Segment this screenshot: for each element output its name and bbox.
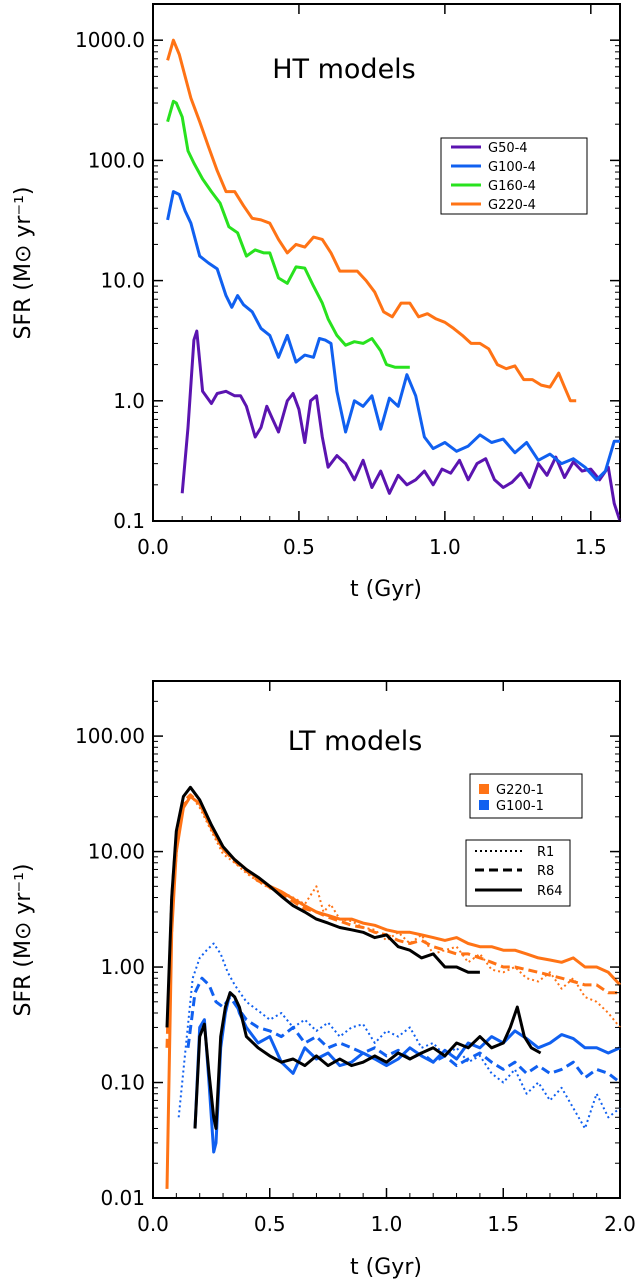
- top-series-line-g160-4: [166, 99, 410, 369]
- top-title: HT models: [272, 54, 416, 85]
- top-ytick-label: 1000.0: [75, 28, 145, 52]
- bottom-legend-label-r1: R1: [537, 845, 554, 860]
- bottom-series-line-g220-1-r1: [168, 793, 621, 1029]
- bottom-style-legend-box: [465, 839, 571, 907]
- top-xtick-label: 1.5: [575, 535, 607, 559]
- bottom-legend-label-g100: G100-1: [496, 799, 544, 814]
- bottom-ylabel: SFR (M⊙ yr⁻¹): [11, 864, 36, 1017]
- bottom-series-line-g100-1-r8: [186, 976, 621, 1084]
- bottom-legend-label-g220: G220-1: [496, 783, 544, 798]
- bottom-ytick-label: 10.00: [88, 840, 145, 864]
- top-series-line-g220-4: [166, 38, 577, 403]
- top-series-group: [166, 38, 622, 522]
- bottom-xtick-label: 1.0: [371, 1212, 403, 1236]
- bottom-xtick-label: 1.5: [487, 1212, 519, 1236]
- top-ylabel: SFR (M⊙ yr⁻¹): [11, 187, 36, 340]
- bottom-xlabel: t (Gyr): [350, 1255, 422, 1279]
- bottom-color-legend-box: [469, 773, 583, 819]
- top-legend-label-g50: G50-4: [488, 141, 528, 156]
- bottom-legend-swatch-g100: [479, 800, 489, 810]
- top-series-line-g100-4: [166, 190, 620, 482]
- bottom-ticks-group: 0.0 0.5 1.0 1.5 2.0 0.01 0.10 1.00 10.00 100.00: [75, 680, 636, 1236]
- top-ticks-group: 0.0 0.5 1.0 1.5 0.1 1.0 10.0 100.0 1000.0: [75, 3, 621, 559]
- top-xtick-label: 1.0: [429, 535, 461, 559]
- top-ytick-label: 0.1: [113, 509, 145, 533]
- top-ytick-label: 100.0: [88, 148, 145, 172]
- bottom-title: LT models: [288, 726, 423, 757]
- bottom-ytick-label: 100.00: [75, 724, 145, 748]
- bottom-legend-swatch-g220: [479, 784, 489, 794]
- bottom-xtick-label: 2.0: [604, 1212, 636, 1236]
- top-ytick-label: 1.0: [113, 389, 145, 413]
- bottom-ytick-label: 0.01: [100, 1186, 145, 1210]
- bottom-panel: 0.0 0.5 1.0 1.5 2.0 0.01 0.10 1.00 10.00 100.00 L…: [11, 680, 636, 1280]
- bottom-color-legend: G220-1 G100-1: [469, 773, 583, 819]
- top-legend-label-g220: G220-4: [488, 198, 536, 213]
- bottom-xtick-label: 0.5: [254, 1212, 286, 1236]
- top-series-line-g50-4: [180, 329, 622, 522]
- top-xtick-label: 0.5: [283, 535, 315, 559]
- bottom-series-line-g100-1-r64-black-: [193, 991, 542, 1130]
- bottom-series-group: [165, 785, 622, 1189]
- top-legend: G50-4 G100-4 G160-4 G220-4: [440, 137, 588, 215]
- bottom-plot-frame: [152, 680, 621, 1199]
- bottom-ytick-label: 1.00: [100, 955, 145, 979]
- top-legend-box: [440, 137, 588, 215]
- top-xtick-label: 0.0: [137, 535, 169, 559]
- bottom-ytick-label: 0.10: [100, 1071, 145, 1095]
- top-xlabel: t (Gyr): [350, 577, 422, 602]
- bottom-series-line-g100-1-r1: [177, 942, 621, 1130]
- top-ytick-label: 10.0: [100, 269, 145, 293]
- bottom-series-line-g220-1-r64-black-: [165, 785, 480, 1028]
- bottom-xtick-label: 0.0: [137, 1212, 169, 1236]
- top-legend-label-g100: G100-4: [488, 160, 536, 175]
- bottom-legend-label-r8: R8: [537, 864, 554, 879]
- top-panel: 0.0 0.5 1.0 1.5 0.1 1.0 10.0 100.0 1000.0 HT mod…: [11, 3, 622, 602]
- bottom-style-legend: R1 R8 R64: [465, 839, 571, 907]
- bottom-legend-label-r64: R64: [537, 884, 563, 899]
- bottom-series-line-g220-1-r8: [165, 793, 620, 1048]
- top-legend-label-g160: G160-4: [488, 179, 536, 194]
